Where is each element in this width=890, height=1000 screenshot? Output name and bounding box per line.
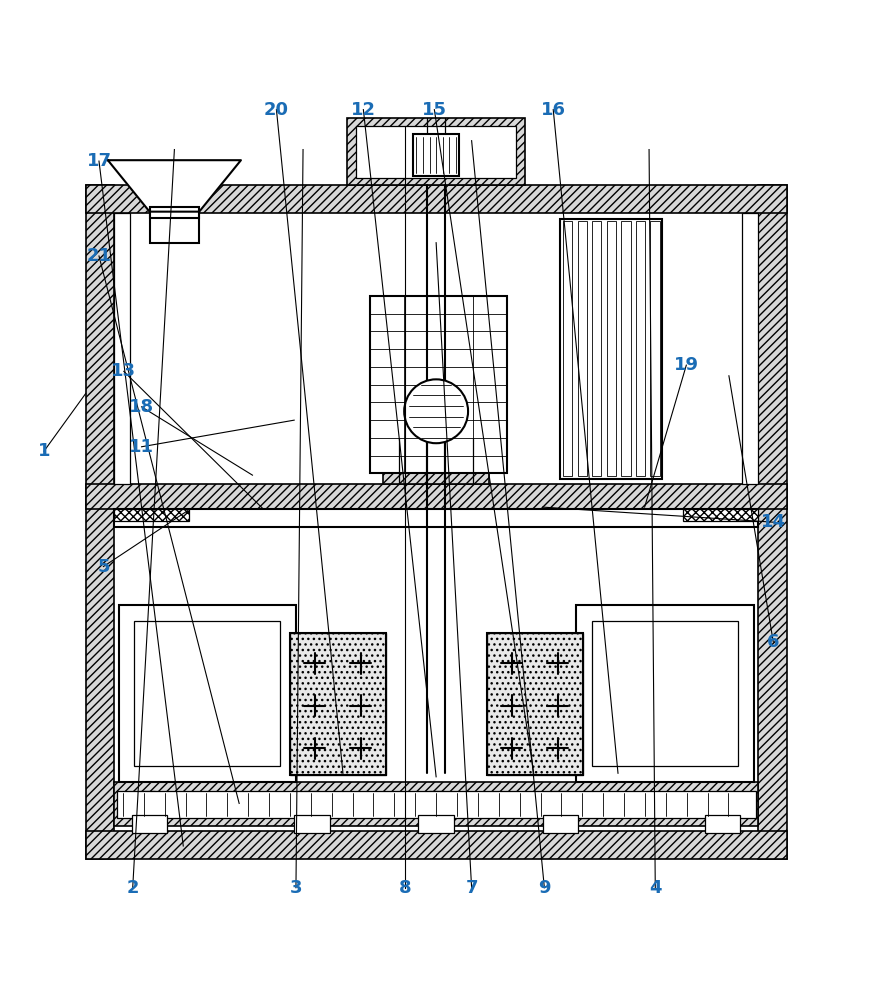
Text: 9: 9 <box>538 879 551 897</box>
Bar <box>85 185 787 213</box>
Bar <box>607 221 616 476</box>
Text: 3: 3 <box>290 879 303 897</box>
Bar <box>577 605 754 782</box>
Bar <box>563 221 572 476</box>
Bar <box>418 815 454 833</box>
Bar <box>114 509 190 521</box>
Text: 13: 13 <box>111 362 136 380</box>
Bar <box>592 621 738 766</box>
Bar <box>141 791 156 800</box>
Bar <box>705 815 740 833</box>
Bar <box>717 791 732 800</box>
Bar <box>635 221 645 476</box>
Bar <box>578 221 587 476</box>
Text: 17: 17 <box>86 152 111 170</box>
Bar <box>347 118 525 185</box>
Bar <box>553 791 568 800</box>
Text: 7: 7 <box>465 879 478 897</box>
Text: 18: 18 <box>129 398 154 416</box>
Text: 20: 20 <box>264 101 289 119</box>
Text: 11: 11 <box>129 438 154 456</box>
Bar <box>132 815 167 833</box>
Text: 16: 16 <box>541 101 566 119</box>
Bar <box>621 221 630 476</box>
Bar <box>304 791 320 800</box>
Bar <box>592 221 602 476</box>
Bar <box>150 207 199 218</box>
Text: 2: 2 <box>126 879 139 897</box>
Text: 4: 4 <box>649 879 661 897</box>
Bar <box>134 621 280 766</box>
Bar <box>290 633 385 775</box>
Bar <box>487 633 583 775</box>
Bar <box>383 438 490 484</box>
Text: 12: 12 <box>351 101 376 119</box>
Text: 1: 1 <box>37 442 50 460</box>
Bar <box>295 815 329 833</box>
Bar <box>429 791 444 800</box>
Bar <box>117 791 756 818</box>
Circle shape <box>404 379 468 443</box>
Bar <box>85 831 787 859</box>
Bar <box>114 782 758 826</box>
Bar <box>683 509 758 521</box>
Text: 5: 5 <box>97 558 109 576</box>
Text: 14: 14 <box>761 513 786 531</box>
Bar <box>543 815 578 833</box>
Bar <box>758 185 787 859</box>
Bar <box>85 484 787 509</box>
Polygon shape <box>108 160 241 212</box>
Bar <box>651 221 659 476</box>
Bar <box>356 126 516 178</box>
Bar <box>150 212 199 243</box>
Bar <box>290 633 385 775</box>
Bar <box>413 134 459 176</box>
Text: 15: 15 <box>422 101 447 119</box>
Bar <box>85 185 114 859</box>
Bar <box>114 509 758 527</box>
Bar <box>369 296 507 473</box>
Bar <box>487 633 583 775</box>
Text: 19: 19 <box>674 356 699 374</box>
Bar <box>561 219 662 479</box>
Text: 6: 6 <box>767 633 780 651</box>
Bar <box>742 213 758 484</box>
Bar <box>118 605 296 782</box>
Text: 21: 21 <box>86 247 111 265</box>
Bar <box>114 213 130 484</box>
Text: 8: 8 <box>399 879 411 897</box>
